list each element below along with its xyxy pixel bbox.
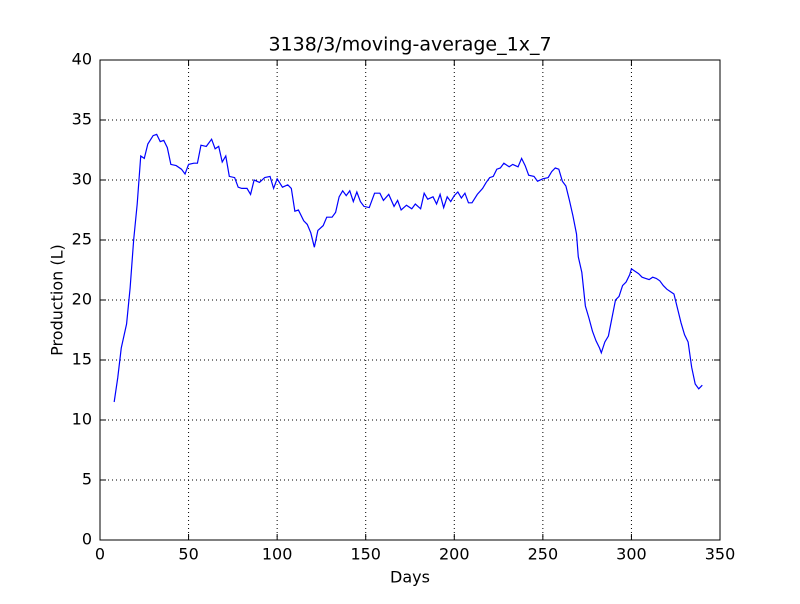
y-tick-label: 40: [72, 50, 92, 69]
y-tick-label: 5: [82, 470, 92, 489]
y-tick-label: 10: [72, 410, 92, 429]
x-tick-label: 350: [705, 545, 736, 564]
plot-frame: [99, 59, 721, 541]
x-axis-label: Days: [390, 568, 430, 587]
y-tick-label: 20: [72, 290, 92, 309]
x-tick-label: 200: [439, 545, 470, 564]
x-tick-label: 300: [616, 545, 647, 564]
x-tick-label: 250: [528, 545, 559, 564]
data-line: [113, 133, 703, 403]
x-tick-label: 50: [178, 545, 198, 564]
chart-title: 3138/3/moving-average_1x_7: [268, 34, 551, 56]
y-tick-label: 25: [72, 230, 92, 249]
x-tick-label: 100: [262, 545, 293, 564]
y-axis-label: Production (L): [48, 244, 67, 356]
y-tick-label: 30: [72, 170, 92, 189]
y-tick-label: 35: [72, 110, 92, 129]
x-tick-label: 0: [95, 545, 105, 564]
y-tick-label: 0: [82, 530, 92, 549]
y-tick-label: 15: [72, 350, 92, 369]
x-tick-label: 150: [350, 545, 381, 564]
